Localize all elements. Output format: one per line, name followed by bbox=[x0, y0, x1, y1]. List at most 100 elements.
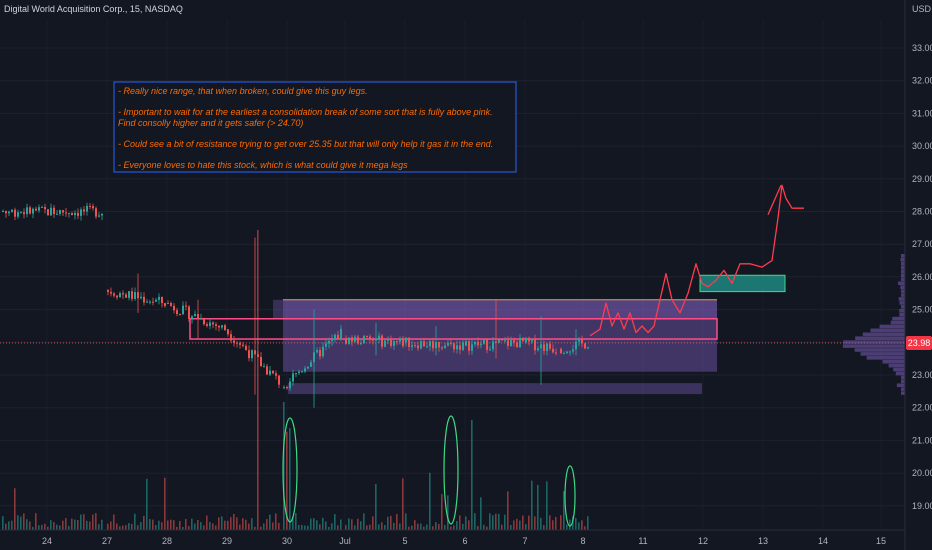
x-tick-label: 5 bbox=[402, 536, 407, 546]
price-badge bbox=[906, 335, 932, 350]
volume-bar bbox=[569, 519, 571, 530]
volume-bar bbox=[191, 518, 193, 530]
y-tick-label: 21.00 bbox=[912, 435, 932, 445]
note-line: - Really nice range, that when broken, c… bbox=[118, 86, 368, 96]
volume-bar bbox=[149, 519, 151, 530]
candle-body bbox=[65, 212, 67, 214]
x-tick-label: 11 bbox=[638, 536, 647, 546]
volume-bar bbox=[575, 517, 577, 530]
range-box-top bbox=[273, 299, 717, 320]
candle-body bbox=[143, 296, 145, 303]
volume-bar bbox=[286, 431, 288, 530]
volume-bar bbox=[236, 517, 238, 530]
volume-bar bbox=[519, 520, 521, 530]
candle-body bbox=[411, 345, 413, 347]
volume-bar bbox=[68, 525, 70, 530]
candle-body bbox=[331, 339, 333, 342]
volume-bar bbox=[402, 478, 404, 530]
candle-body bbox=[83, 209, 85, 212]
pink-channel bbox=[189, 318, 718, 340]
target-box bbox=[699, 274, 786, 293]
candle-body bbox=[513, 340, 515, 343]
volume-bar bbox=[480, 497, 482, 530]
volume-bar bbox=[275, 513, 277, 530]
volume-bar bbox=[417, 523, 419, 530]
volume-profile-bar bbox=[901, 254, 905, 258]
volume-bar bbox=[516, 518, 518, 530]
candle-body bbox=[68, 213, 70, 215]
volume-bar bbox=[122, 525, 124, 530]
candle-body bbox=[516, 342, 518, 348]
candle-body bbox=[504, 340, 506, 342]
candle-body bbox=[543, 344, 545, 351]
candle-body bbox=[435, 342, 437, 349]
candle-body bbox=[32, 208, 34, 214]
volume-bar bbox=[334, 514, 336, 530]
candle-body bbox=[266, 366, 268, 375]
candle-body bbox=[50, 207, 52, 216]
volume-profile-bar bbox=[854, 348, 905, 352]
volume-profile-bar bbox=[862, 332, 905, 337]
candle-body bbox=[44, 206, 46, 210]
candle-body bbox=[584, 343, 586, 349]
candle-body bbox=[152, 301, 154, 303]
volume-bar bbox=[492, 515, 494, 530]
volume-bar bbox=[555, 517, 557, 530]
volume-bar bbox=[566, 524, 568, 530]
volume-profile-bar bbox=[890, 320, 905, 325]
candle-body bbox=[176, 310, 178, 315]
candle-body bbox=[546, 343, 548, 351]
candle-body bbox=[354, 336, 356, 342]
volume-bar bbox=[426, 524, 428, 530]
volume-bar bbox=[507, 491, 509, 530]
volume-bar bbox=[269, 514, 271, 530]
candle-body bbox=[197, 314, 199, 320]
candle-body bbox=[378, 335, 380, 339]
volume-bar bbox=[528, 515, 530, 530]
candle-body bbox=[563, 353, 565, 355]
candle-body bbox=[301, 371, 303, 373]
volume-bar bbox=[462, 523, 464, 530]
volume-bar bbox=[387, 516, 389, 530]
volume-bar bbox=[143, 515, 145, 530]
note-box bbox=[113, 81, 517, 173]
volume-ellipse bbox=[564, 465, 576, 527]
volume-bar bbox=[8, 521, 10, 530]
candle-body bbox=[179, 314, 181, 316]
candle-body bbox=[417, 345, 419, 349]
candle-body bbox=[537, 348, 539, 351]
candle-body bbox=[260, 356, 262, 367]
volume-bar bbox=[17, 515, 19, 530]
candle-body bbox=[319, 350, 321, 357]
candle-body bbox=[134, 292, 136, 299]
candle-body bbox=[119, 293, 121, 298]
volume-bar bbox=[242, 518, 244, 530]
candle-body bbox=[390, 339, 392, 346]
candle-body bbox=[465, 341, 467, 346]
note-line: Find consolly higher and it gets safer (… bbox=[118, 118, 303, 128]
volume-bar bbox=[474, 513, 476, 530]
candle-body bbox=[540, 344, 542, 349]
volume-bar bbox=[459, 515, 461, 530]
candle-body bbox=[233, 340, 235, 343]
candle-body bbox=[283, 387, 285, 389]
candle-body bbox=[566, 351, 568, 354]
x-tick-label: 15 bbox=[876, 536, 886, 546]
volume-bar bbox=[125, 525, 127, 530]
candle-body bbox=[450, 342, 452, 344]
x-tick-label: 28 bbox=[162, 536, 172, 546]
candle-body bbox=[110, 291, 112, 294]
volume-bar bbox=[80, 514, 82, 530]
candle-body bbox=[203, 318, 205, 325]
candle-body bbox=[447, 342, 449, 346]
candle-body bbox=[420, 341, 422, 349]
volume-profile-bar bbox=[893, 367, 905, 372]
candle-body bbox=[372, 338, 374, 341]
volume-bar bbox=[26, 519, 28, 530]
x-tick-label: Jul bbox=[339, 536, 351, 546]
volume-bar bbox=[414, 520, 416, 530]
volume-bar bbox=[263, 523, 265, 530]
